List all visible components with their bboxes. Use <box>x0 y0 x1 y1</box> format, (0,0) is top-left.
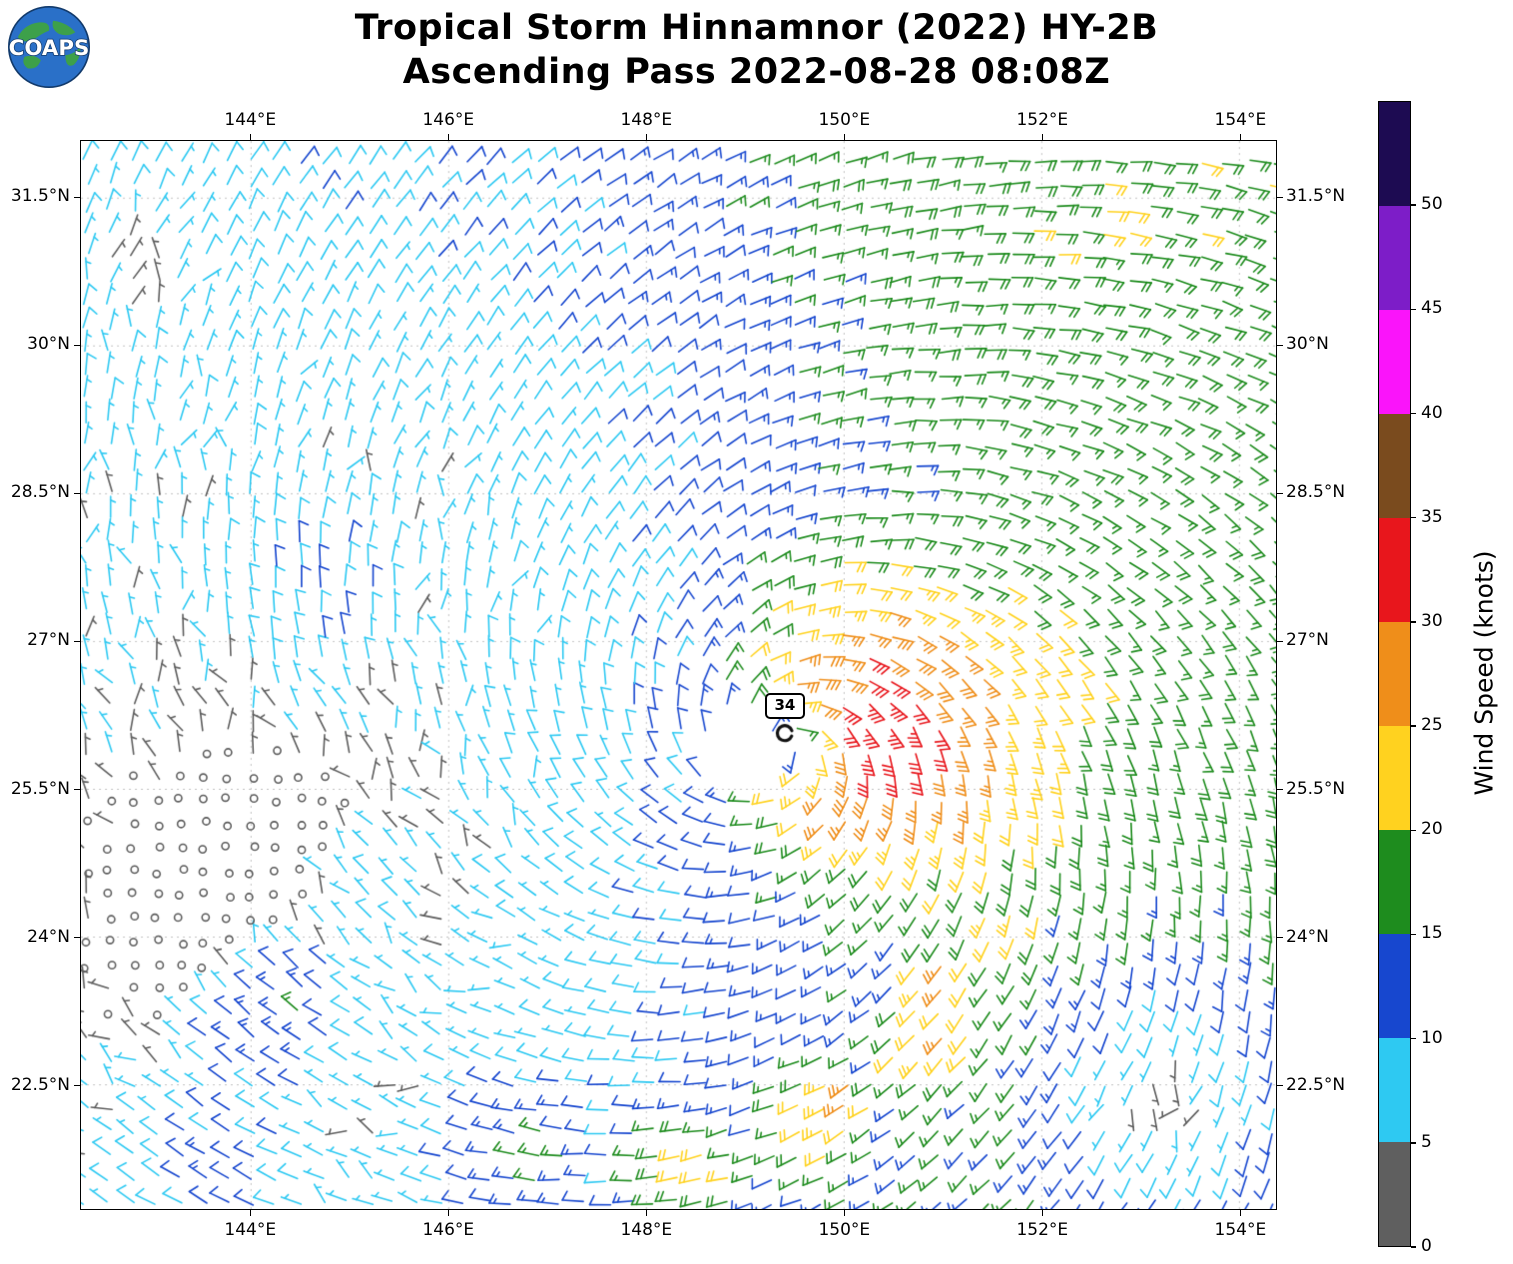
lat-tick-label-left: 31.5°N <box>10 186 70 207</box>
colorbar-band-20-25 <box>1379 726 1410 830</box>
colorbar-tick <box>1411 204 1416 206</box>
colorbar-tick-label: 20 <box>1421 819 1443 840</box>
axis-tick <box>74 936 80 939</box>
axis-tick <box>447 134 450 140</box>
lat-tick-label-right: 24°N <box>1286 926 1329 947</box>
lat-tick-label-left: 22.5°N <box>10 1074 70 1095</box>
axis-tick <box>1239 1210 1242 1216</box>
colorbar-tick <box>1411 933 1416 936</box>
colorbar-tick-label: 10 <box>1421 1027 1443 1048</box>
colorbar-band-25-30 <box>1379 622 1410 726</box>
colorbar-band-35-40 <box>1379 414 1410 518</box>
colorbar-band-30-35 <box>1379 518 1410 622</box>
axis-tick <box>1277 936 1283 939</box>
colorbar-tick-label: 45 <box>1421 298 1443 319</box>
axis-tick <box>843 134 846 140</box>
colorbar-tick <box>1411 516 1416 519</box>
coaps-logo-text: COAPS <box>9 36 90 61</box>
lon-tick-label-bottom: 148°E <box>620 1220 673 1240</box>
axis-tick <box>249 1210 252 1216</box>
lon-tick-label-top: 148°E <box>620 110 673 130</box>
colorbar-band-40-45 <box>1379 310 1410 414</box>
axis-tick <box>74 788 80 791</box>
colorbar-tick-label: 0 <box>1421 1236 1432 1256</box>
colorbar-tick-label: 5 <box>1421 1131 1432 1152</box>
colorbar-band-45-50 <box>1379 206 1410 310</box>
colorbar-tick <box>1411 1246 1416 1248</box>
lat-tick-label-right: 22.5°N <box>1286 1074 1346 1095</box>
colorbar-tick <box>1411 621 1416 623</box>
lat-tick-label-right: 25.5°N <box>1286 778 1346 799</box>
lon-tick-label-top: 154°E <box>1214 110 1267 130</box>
lon-tick-label-top: 146°E <box>422 110 475 130</box>
axis-tick <box>74 196 80 198</box>
colorbar-tick-label: 50 <box>1421 194 1443 215</box>
lat-tick-label-left: 24°N <box>27 926 70 947</box>
lat-tick-label-right: 28.5°N <box>1286 482 1346 503</box>
lat-tick-label-left: 25.5°N <box>10 778 70 799</box>
axis-tick <box>1277 788 1283 791</box>
colorbar-tick-label: 40 <box>1421 402 1443 423</box>
plot-title: Tropical Storm Hinnamnor (2022) HY-2B <box>354 8 1159 48</box>
coaps-logo-globe: COAPS <box>8 6 90 88</box>
lat-tick-label-right: 30°N <box>1286 334 1329 355</box>
lon-tick-label-bottom: 146°E <box>422 1220 475 1240</box>
colorbar-tick-label: 30 <box>1421 610 1443 631</box>
axis-tick <box>1239 134 1242 140</box>
axis-tick <box>74 492 80 495</box>
axis-tick <box>249 134 252 140</box>
coaps-logo: COAPS <box>8 6 90 88</box>
axis-tick <box>74 344 80 347</box>
lon-tick-label-top: 152°E <box>1016 110 1069 130</box>
colorbar-tick-label: 35 <box>1421 506 1443 527</box>
axis-tick <box>843 1210 846 1216</box>
axis-tick <box>645 1210 648 1216</box>
axis-tick <box>74 640 80 643</box>
axis-tick <box>74 1084 80 1087</box>
colorbar-tick <box>1411 308 1416 311</box>
colorbar-band-50-55 <box>1379 102 1410 206</box>
axis-tick <box>1277 492 1283 495</box>
lat-tick-label-left: 30°N <box>27 334 70 355</box>
colorbar-tick-label: 25 <box>1421 715 1443 736</box>
axis-tick <box>1041 1210 1044 1216</box>
lat-tick-label-left: 28.5°N <box>10 482 70 503</box>
colorbar-band-10-15 <box>1379 934 1410 1038</box>
colorbar-title: Wind Speed (knots) <box>1469 550 1499 796</box>
lon-tick-label-bottom: 150°E <box>818 1220 871 1240</box>
lon-tick-label-bottom: 154°E <box>1214 1220 1267 1240</box>
axis-tick <box>1277 640 1283 643</box>
colorbar-tick <box>1411 725 1416 727</box>
axis-tick <box>1041 134 1044 140</box>
colorbar-band-5-10 <box>1379 1038 1410 1142</box>
colorbar-tick <box>1411 412 1416 415</box>
plot-subtitle: Ascending Pass 2022-08-28 08:08Z <box>402 52 1111 92</box>
axis-tick <box>1277 344 1283 347</box>
axis-tick <box>645 134 648 140</box>
lat-tick-label-right: 31.5°N <box>1286 186 1346 207</box>
lat-tick-label-right: 27°N <box>1286 630 1329 651</box>
axis-tick <box>447 1210 450 1216</box>
colorbar-tick <box>1411 1037 1416 1040</box>
lon-tick-label-bottom: 152°E <box>1016 1220 1069 1240</box>
colorbar-tick <box>1411 1142 1416 1144</box>
storm-intensity-label: 34 <box>764 692 805 719</box>
map-plot-area <box>80 140 1277 1210</box>
colorbar-band-0-5 <box>1379 1142 1410 1246</box>
lon-tick-label-bottom: 144°E <box>224 1220 277 1240</box>
colorbar-band-15-20 <box>1379 830 1410 934</box>
colorbar-tick <box>1411 829 1416 832</box>
lon-tick-label-top: 144°E <box>224 110 277 130</box>
axis-tick <box>1277 196 1283 198</box>
wind-barb-canvas <box>81 141 1276 1209</box>
colorbar <box>1378 101 1411 1247</box>
axis-tick <box>1277 1084 1283 1087</box>
lat-tick-label-left: 27°N <box>27 630 70 651</box>
lon-tick-label-top: 150°E <box>818 110 871 130</box>
colorbar-tick-label: 15 <box>1421 923 1443 944</box>
